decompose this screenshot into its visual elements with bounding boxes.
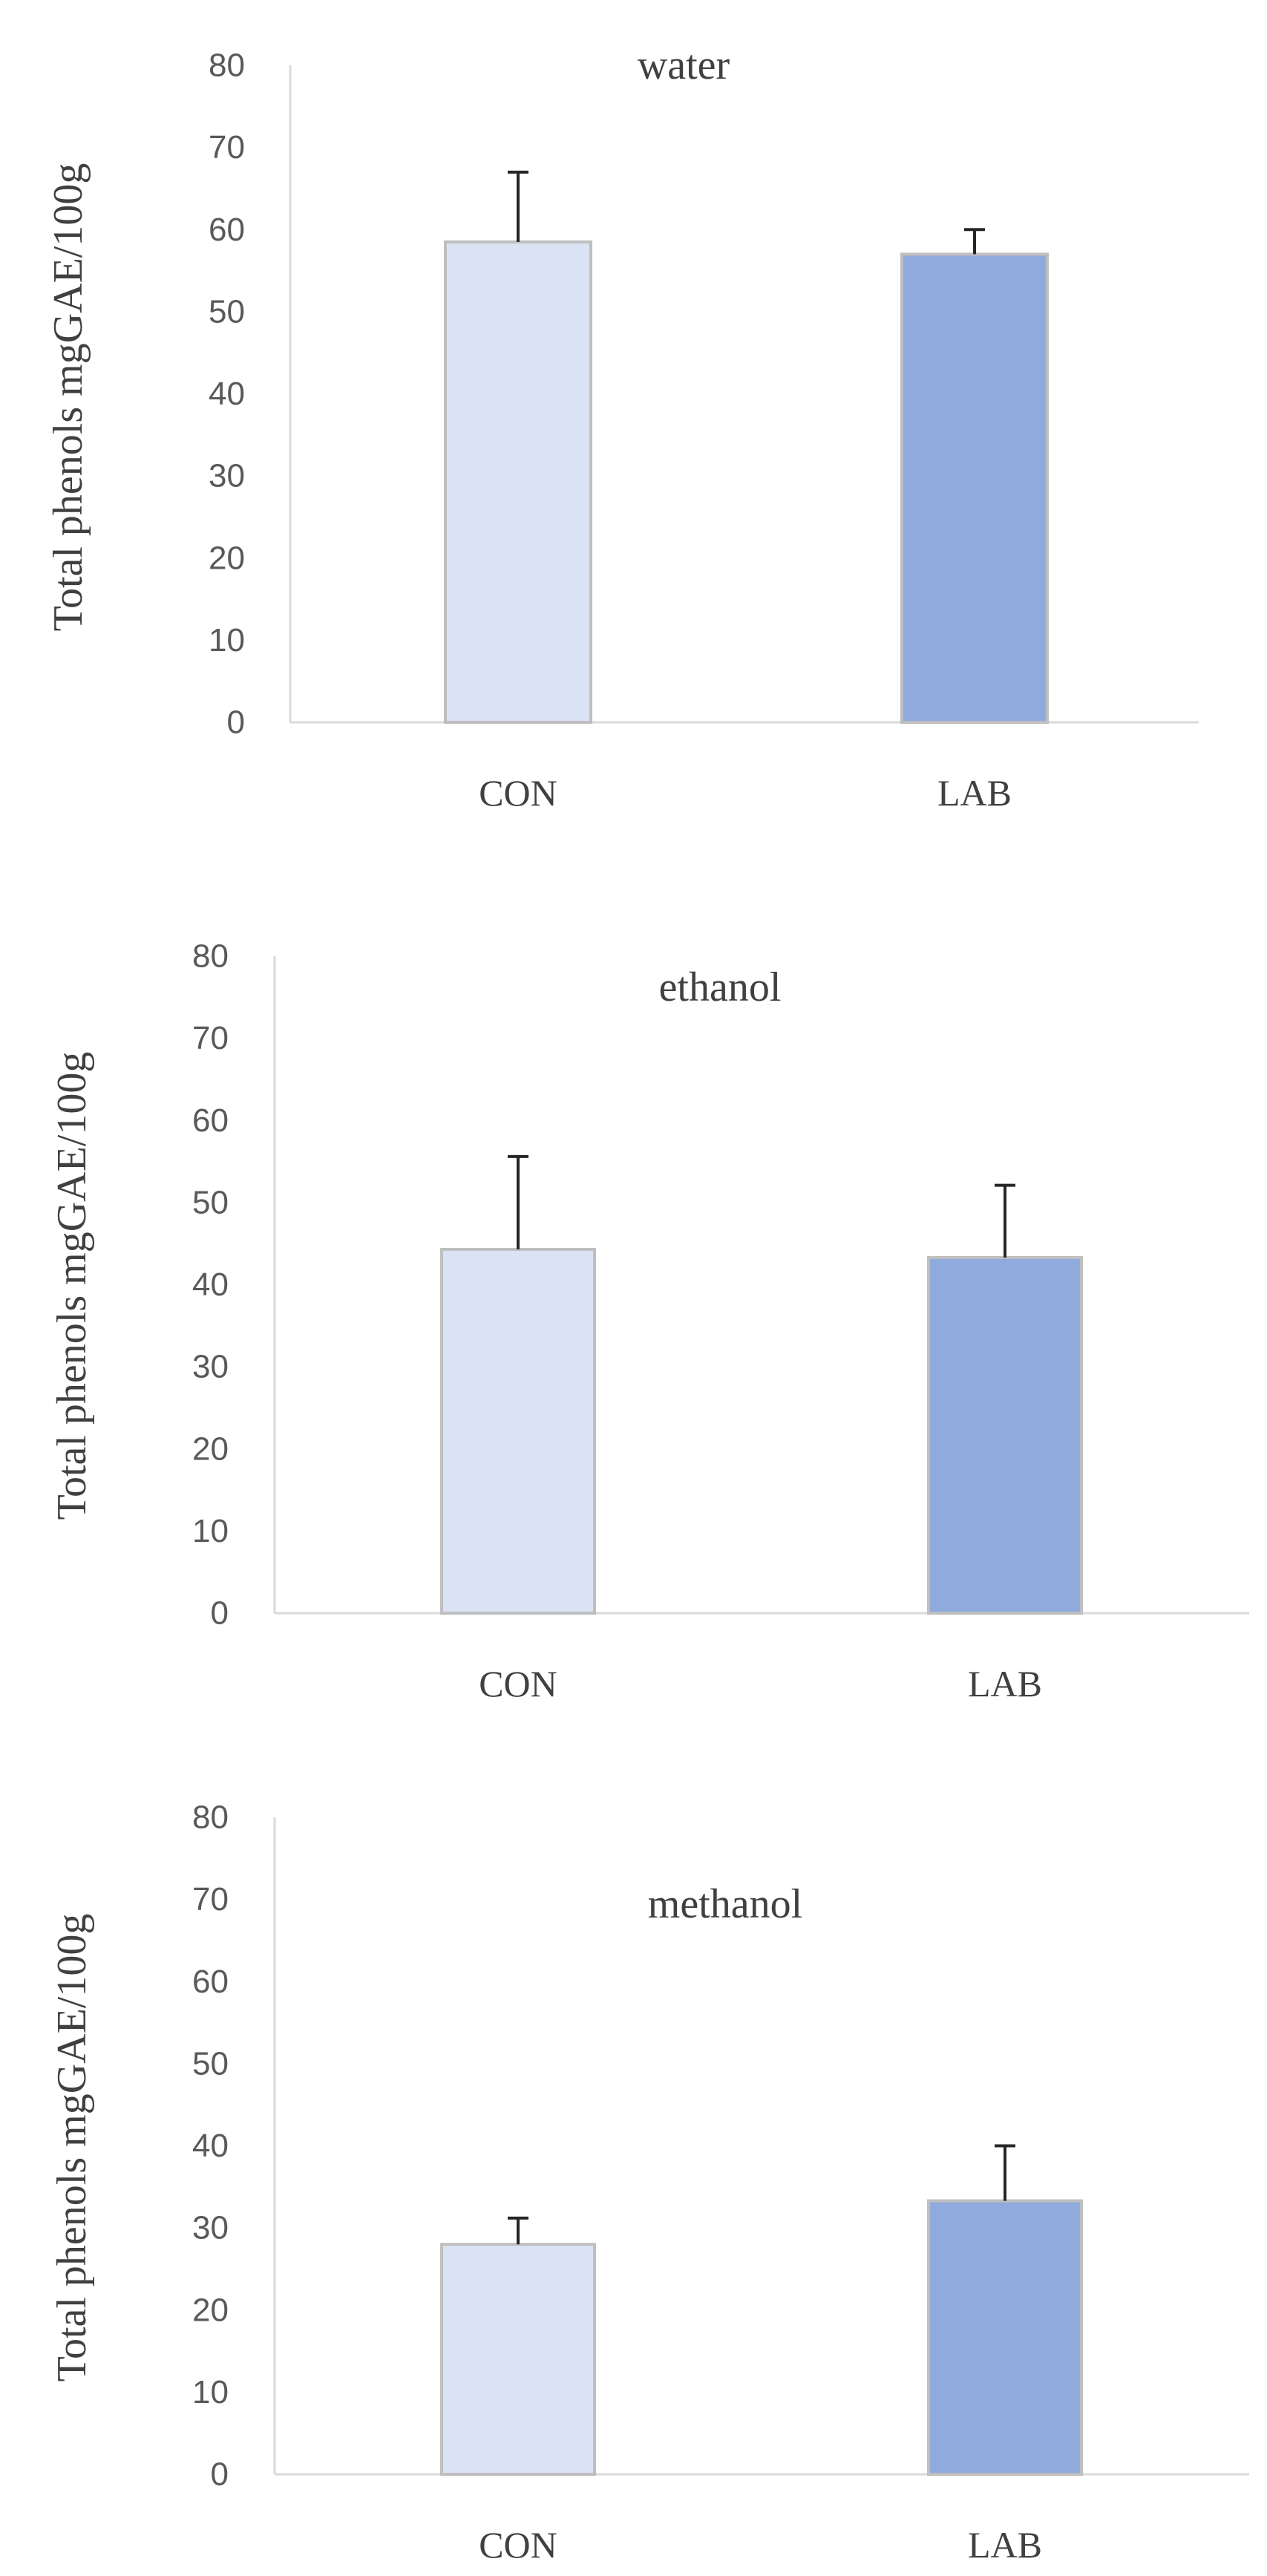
y-tick-label: 50 [192,2045,229,2082]
chart-title: ethanol [659,964,782,1010]
chart-panel-water: 0 10 20 30 40 50 60 70 80 water Total phenols mgGA… [45,42,1199,814]
y-tick-label: 20 [192,1431,229,1467]
y-tick-label: 40 [209,376,245,412]
y-tick-label: 60 [192,1964,229,2000]
y-tick-label: 70 [209,129,245,166]
x-category-label: LAB [968,2524,1042,2566]
bar-con [440,2243,596,2476]
chart-title: methanol [648,1881,802,1927]
y-tick-label: 40 [192,2128,229,2164]
chart-panel-ethanol: 0 10 20 30 40 50 60 70 80 ethanol Total phenols mg… [49,938,1249,1704]
chart-panel-methanol: 0 10 20 30 40 50 60 70 80 methanol Total phenols m… [49,1799,1249,2566]
y-tick-label: 50 [209,293,245,330]
x-category-label: CON [479,772,557,814]
y-tick-label: 30 [192,1349,229,1385]
y-tick-label: 80 [192,1799,229,1836]
y-tick-label: 10 [192,2374,229,2410]
chart-title: water [638,42,730,88]
bar-con [444,240,592,724]
y-tick-label: 20 [192,2292,229,2328]
y-tick-label: 0 [211,2456,229,2493]
y-tick-label: 10 [192,1513,229,1549]
y-tick-label: 60 [209,212,245,248]
y-axis-title: Total phenols mgGAE/100g [49,1914,95,2382]
y-tick-label: 70 [192,1020,229,1056]
bar-lab [927,2199,1083,2476]
y-tick-label: 10 [209,622,245,658]
x-category-label: CON [479,2524,557,2566]
x-category-label: LAB [937,772,1012,814]
y-tick-label: 70 [192,1881,229,1918]
x-category-label: LAB [968,1663,1042,1704]
y-tick-label: 60 [192,1102,229,1139]
bar-con [440,1247,596,1615]
y-tick-label: 30 [192,2210,229,2246]
y-tick-label: 30 [209,458,245,494]
y-tick-label: 80 [192,938,229,975]
y-axis-title: Total phenols mgGAE/100g [49,1052,95,1520]
y-tick-label: 50 [192,1184,229,1220]
y-tick-label: 0 [227,705,245,741]
y-tick-label: 40 [192,1266,229,1303]
y-axis-title: Total phenols mgGAE/100g [45,163,91,632]
bar-lab [900,252,1049,724]
x-category-label: CON [479,1663,557,1704]
bar-lab [927,1255,1083,1615]
y-tick-label: 20 [209,540,245,576]
y-tick-label: 0 [211,1595,229,1632]
y-tick-label: 80 [209,48,245,84]
